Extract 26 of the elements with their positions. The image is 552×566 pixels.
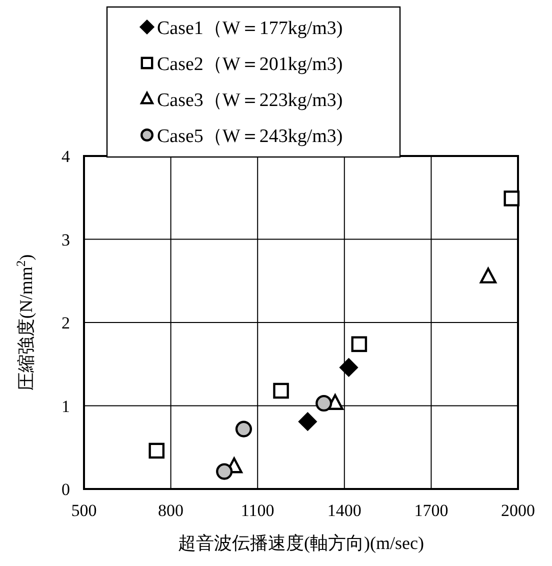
x-tick-label: 500 [71,501,97,520]
y-tick-label: 3 [62,230,70,250]
point [340,358,358,377]
x-tick-label: 1700 [414,501,448,520]
point [216,463,233,480]
x-tick-label: 1100 [240,501,274,520]
point [504,190,520,206]
y-tick-label: 2 [62,314,70,332]
point [273,382,289,399]
point [298,412,317,431]
y-tick-label: 1 [62,396,70,416]
y-tick-label: 4 [62,147,70,166]
x-tick-label: 2000 [501,501,535,520]
x-tick-label: 800 [158,501,184,520]
y-tick-label: 0 [62,480,70,499]
x-axis-title: 超音波伝播速度(軸方向)(m/sec) [178,533,424,553]
point [351,336,368,352]
point [316,394,332,412]
legend-label: Case5（W＝243kg/m3) [157,126,343,147]
legend-label: Case3（W＝223kg/m3) [157,90,343,111]
point [148,442,165,459]
point [480,268,496,284]
legend-label: Case1（W＝177kg/m3) [157,18,343,39]
x-tick-label: 1400 [327,501,362,520]
point [235,420,252,438]
legend-label: Case2（W＝201kg/m3) [157,54,343,75]
